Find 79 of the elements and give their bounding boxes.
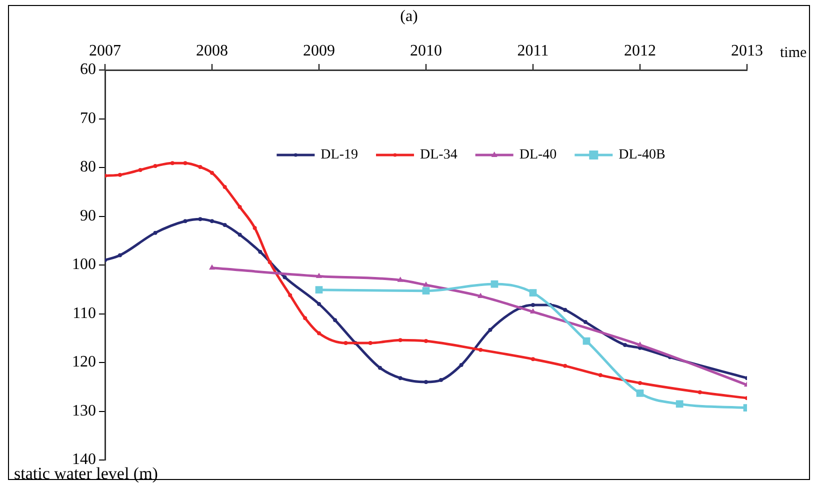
- legend-label: DL-19: [320, 148, 358, 163]
- line-series: [105, 161, 747, 400]
- point: [563, 308, 568, 312]
- y-tick-label: 60: [80, 61, 96, 78]
- point: [398, 277, 403, 282]
- point: [563, 364, 568, 368]
- point: [424, 380, 428, 384]
- line-series: [105, 217, 747, 384]
- point: [424, 339, 428, 344]
- point: [398, 376, 402, 380]
- point: [531, 302, 535, 307]
- point: [198, 165, 202, 170]
- point: [153, 164, 158, 168]
- y-tick-label: 120: [72, 354, 96, 371]
- x-tick-label: 2013: [731, 42, 763, 60]
- point: [118, 253, 122, 258]
- x-tick-label: 2008: [196, 42, 228, 60]
- point: [183, 219, 188, 224]
- point: [368, 341, 372, 345]
- point: [209, 264, 215, 270]
- point: [258, 250, 262, 254]
- x-axis-title: time: [780, 45, 807, 62]
- point: [316, 273, 322, 278]
- legend-label: DL-40: [519, 148, 557, 163]
- point: [582, 337, 590, 345]
- point: [598, 373, 602, 378]
- point: [238, 232, 242, 237]
- point: [378, 366, 382, 370]
- point: [488, 328, 492, 332]
- y-tick-label: 70: [80, 110, 96, 127]
- point: [333, 318, 338, 322]
- point: [153, 230, 158, 235]
- point: [422, 287, 430, 295]
- y-tick-label: 90: [80, 207, 96, 224]
- chart-title: (a): [399, 8, 419, 26]
- legend-label: DL-40B: [618, 148, 666, 163]
- point: [676, 400, 684, 408]
- point: [222, 185, 227, 189]
- x-tick-label: 2012: [624, 42, 656, 60]
- point: [183, 161, 188, 166]
- point: [459, 362, 464, 367]
- point: [490, 280, 498, 288]
- point: [222, 223, 227, 228]
- point: [252, 226, 257, 230]
- point: [210, 219, 214, 224]
- point: [138, 168, 142, 172]
- x-tick-label: 2009: [303, 42, 335, 60]
- point: [478, 348, 483, 352]
- point: [317, 331, 321, 336]
- point: [303, 316, 308, 320]
- point: [198, 217, 202, 222]
- point: [282, 275, 287, 280]
- point: [288, 293, 292, 298]
- x-tick-label: 2007: [89, 42, 121, 60]
- y-tick-label: 130: [72, 402, 96, 420]
- point: [317, 302, 321, 306]
- point: [118, 172, 122, 177]
- x-tick-label: 2011: [517, 42, 549, 60]
- point: [583, 320, 588, 324]
- point: [344, 341, 348, 345]
- point: [638, 380, 642, 385]
- point: [636, 390, 644, 397]
- point: [623, 342, 628, 347]
- y-tick-label: 80: [80, 158, 96, 176]
- point: [698, 390, 702, 394]
- point: [170, 161, 174, 166]
- point: [238, 204, 242, 209]
- y-tick-label: 100: [72, 256, 96, 274]
- point: [438, 378, 443, 382]
- point: [268, 260, 272, 264]
- point: [529, 289, 537, 296]
- y-tick-label: 110: [72, 304, 96, 322]
- point: [210, 170, 214, 175]
- x-tick-label: 2010: [410, 42, 442, 60]
- point: [531, 357, 535, 362]
- point: [423, 282, 429, 287]
- legend-label: DL-34: [420, 148, 458, 163]
- point: [315, 286, 323, 294]
- point: [398, 338, 402, 342]
